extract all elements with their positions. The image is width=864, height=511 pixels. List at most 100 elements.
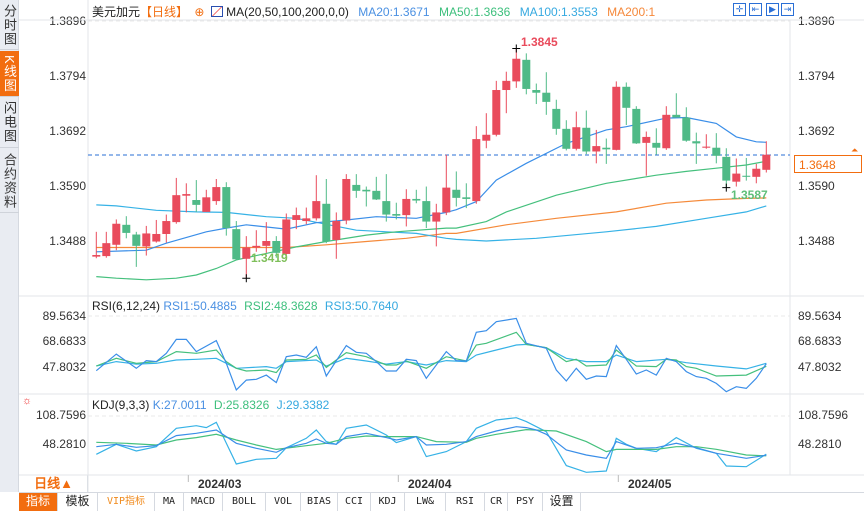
- candle-body: [172, 195, 181, 223]
- sidebar-item-contract-info[interactable]: 合约资料: [0, 149, 19, 213]
- tab-8[interactable]: CCI: [338, 493, 371, 511]
- candle: [192, 180, 201, 212]
- sidebar-item-intraday[interactable]: 分时图: [0, 0, 19, 50]
- candle: [152, 219, 161, 243]
- tab-10[interactable]: LW&: [405, 493, 446, 511]
- price-label-right: 1.3896: [798, 14, 835, 28]
- tab-7[interactable]: BIAS: [301, 493, 338, 511]
- kdj-d-line: [96, 428, 767, 457]
- candle: [332, 212, 341, 259]
- jump-end-icon[interactable]: ⇥: [781, 3, 794, 16]
- ma-chart-icon[interactable]: [210, 6, 223, 17]
- tab-9[interactable]: KDJ: [371, 493, 405, 511]
- add-indicator-icon[interactable]: ⊕: [194, 5, 205, 19]
- candle: [682, 107, 691, 142]
- settings-sun-icon[interactable]: ☼: [22, 395, 33, 407]
- candle-body: [212, 187, 221, 202]
- candle: [392, 202, 401, 220]
- candle: [242, 236, 251, 279]
- candle-body: [662, 114, 671, 149]
- rsi-label-left: 89.5634: [42, 309, 86, 323]
- kdj-title: KDJ(9,3,3): [92, 398, 150, 412]
- tab-13[interactable]: PSY: [508, 493, 543, 511]
- candle: [292, 207, 301, 230]
- candle: [472, 126, 481, 204]
- candle-body: [412, 198, 421, 201]
- candle: [102, 231, 111, 258]
- sidebar-item-flash[interactable]: 闪电图: [0, 97, 19, 148]
- candle: [562, 120, 571, 151]
- candle-body: [492, 90, 501, 135]
- rsi1-value: RSI1:50.4885: [163, 299, 237, 313]
- candle-body: [362, 189, 371, 192]
- candle-body: [532, 90, 541, 93]
- candle-body: [432, 212, 441, 222]
- tab-14[interactable]: 设置: [543, 493, 581, 511]
- candle-body: [182, 194, 191, 196]
- candle: [742, 157, 751, 181]
- candle-body: [232, 229, 241, 260]
- candle-body: [302, 218, 311, 222]
- kdj-label-left: 108.7596: [35, 408, 86, 422]
- candle: [172, 177, 181, 224]
- candle-body: [312, 201, 321, 219]
- rsi2-value: RSI2:48.3628: [244, 299, 318, 313]
- tab-6[interactable]: VOL: [266, 493, 301, 511]
- candle-body: [682, 117, 691, 141]
- tab-3[interactable]: MA: [155, 493, 184, 511]
- fit-range-icon[interactable]: ⇤: [749, 3, 762, 16]
- recent-low-marker-icon: [722, 183, 731, 192]
- rsi-label-right: 89.5634: [798, 309, 842, 323]
- tab-0[interactable]: 指标: [19, 493, 58, 511]
- candle: [662, 106, 671, 150]
- candle: [422, 186, 431, 229]
- candle-body: [322, 203, 331, 242]
- tab-5[interactable]: BOLL: [223, 493, 266, 511]
- candle-body: [102, 243, 111, 257]
- tab-2[interactable]: VIP指标: [98, 493, 155, 511]
- candle: [352, 174, 361, 198]
- candle: [592, 129, 601, 164]
- candle-body: [752, 168, 761, 177]
- k-value: K:27.0011: [152, 398, 207, 412]
- rsi-label-left: 68.6833: [42, 334, 86, 348]
- candle: [522, 53, 531, 95]
- candle-body: [452, 189, 461, 198]
- d-value: D:25.8326: [213, 398, 270, 412]
- period-label: 【日线】: [140, 5, 189, 19]
- crosshair-icon[interactable]: ✛: [733, 3, 746, 16]
- tab-4[interactable]: MACD: [184, 493, 223, 511]
- tab-11[interactable]: RSI: [446, 493, 485, 511]
- candle: [162, 214, 171, 243]
- candle-body: [582, 127, 591, 152]
- candle-body: [372, 190, 381, 200]
- kline-chart[interactable]: 1.3845 1.3419 1.3587: [0, 0, 864, 492]
- price-label-right: 1.3794: [798, 69, 835, 83]
- high-price-annotation: 1.3845: [521, 35, 558, 49]
- candle-body: [482, 134, 491, 141]
- candle: [402, 189, 411, 227]
- price-label-right: 1.3692: [798, 124, 835, 138]
- low-price-annotation: 1.3419: [251, 251, 288, 265]
- rsi-title: RSI(6,12,24): [92, 299, 161, 313]
- candle: [762, 141, 771, 173]
- tab-12[interactable]: CR: [485, 493, 508, 511]
- candle-body: [272, 240, 281, 253]
- sidebar-item-kline[interactable]: K线图: [0, 51, 19, 97]
- tab-1[interactable]: 模板: [58, 493, 98, 511]
- rsi1-line: [95, 317, 767, 393]
- high-marker-icon: [512, 44, 521, 53]
- candle: [452, 171, 461, 207]
- ma100-value: MA100:1.3553: [519, 5, 598, 19]
- low-marker-icon: [242, 274, 251, 283]
- candle: [572, 111, 581, 151]
- candle-body: [162, 221, 171, 234]
- candle: [652, 128, 661, 155]
- scroll-up-icon[interactable]: ⏶: [851, 145, 859, 155]
- play-icon[interactable]: ▶: [766, 3, 779, 16]
- candle-body: [132, 234, 141, 246]
- price-label-right: 1.3488: [798, 234, 835, 248]
- candle: [732, 158, 741, 187]
- candle: [282, 213, 291, 258]
- candle: [232, 221, 241, 260]
